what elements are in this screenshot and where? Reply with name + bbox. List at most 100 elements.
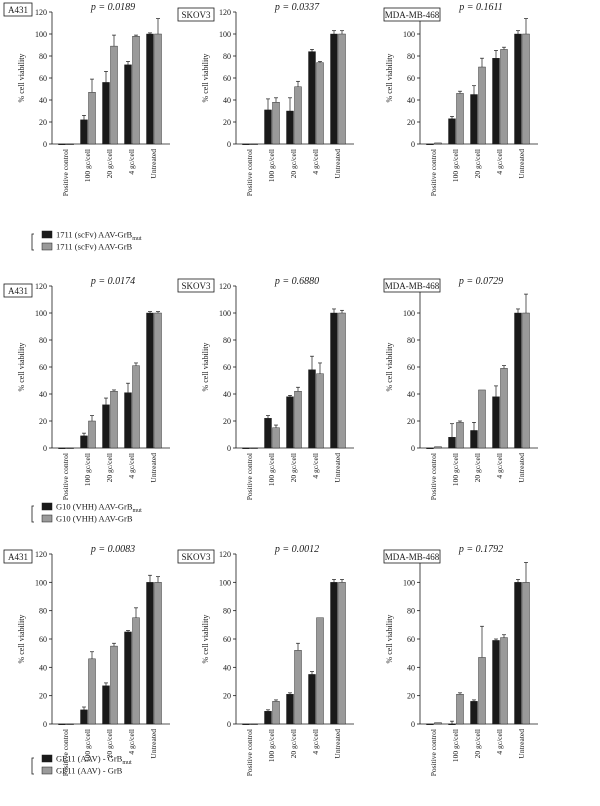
cell-line-box — [383, 7, 441, 22]
x-category-label: Untreated — [333, 453, 342, 483]
bar — [110, 391, 118, 449]
legend-swatch — [41, 502, 53, 511]
p-value: p = 0.0337 — [274, 2, 320, 13]
chart-panel-8: 0 20 40 60 80 100 120 % cell viability p = 0.001… — [177, 544, 354, 776]
y-tick-label: 120 — [35, 8, 47, 17]
bar — [434, 142, 442, 145]
x-category-label: 20 gc/cell — [289, 453, 298, 482]
y-tick-label: 60 — [39, 363, 47, 372]
bar — [330, 312, 338, 449]
y-axis-label: % cell viability — [17, 343, 26, 392]
bar — [110, 45, 118, 145]
y-axis-label: % cell viability — [385, 343, 394, 392]
chart-panel-1: 0 20 40 60 80 100 120 % cell viability p = 0.018… — [3, 2, 170, 196]
y-tick-label: 100 — [219, 30, 231, 39]
bar — [500, 368, 508, 449]
bar — [250, 447, 258, 450]
bar — [492, 58, 500, 145]
legend-swatch — [41, 514, 53, 523]
y-tick-label: 80 — [39, 607, 47, 616]
cell-line-tag: A431 — [3, 549, 33, 564]
bar — [338, 582, 346, 725]
bar — [132, 365, 140, 449]
y-tick-label: 100 — [219, 578, 231, 587]
y-tick-label: 60 — [223, 74, 231, 83]
bar — [242, 447, 250, 450]
y-tick-label: 60 — [39, 74, 47, 83]
y-tick-label: 40 — [407, 96, 415, 105]
legend-subscript: mut — [122, 760, 132, 766]
bar — [88, 92, 96, 145]
bar — [330, 33, 338, 145]
bar — [272, 701, 280, 725]
bar — [264, 711, 272, 725]
x-category-label: Positive control — [429, 453, 438, 500]
x-category-label: 4 gc/cell — [127, 453, 136, 479]
y-tick-label: 40 — [407, 663, 415, 672]
y-tick-label: 0 — [227, 720, 231, 729]
x-category-label: Positive control — [429, 149, 438, 196]
bar — [102, 685, 110, 725]
bar — [338, 312, 346, 449]
bar — [478, 66, 486, 145]
y-tick-label: 20 — [407, 417, 415, 426]
x-category-label: 100 gc/cell — [451, 453, 460, 486]
cell-line-box — [177, 7, 215, 22]
bar — [522, 33, 530, 145]
bar — [294, 391, 302, 449]
x-category-label: 20 gc/cell — [473, 149, 482, 178]
bar — [514, 582, 522, 725]
x-category-label: 4 gc/cell — [127, 149, 136, 175]
y-tick-label: 60 — [223, 363, 231, 372]
legend-bracket — [31, 505, 34, 523]
bar — [88, 658, 96, 725]
bar — [316, 617, 324, 725]
legend-bracket — [31, 233, 34, 251]
y-tick-label: 0 — [411, 140, 415, 149]
y-tick-label: 80 — [407, 336, 415, 345]
bar — [514, 312, 522, 449]
y-tick-label: 100 — [219, 309, 231, 318]
cell-line-box — [383, 549, 441, 564]
y-tick-label: 60 — [407, 74, 415, 83]
bar — [294, 86, 302, 145]
bar — [514, 33, 522, 145]
y-tick-label: 80 — [223, 336, 231, 345]
y-tick-label: 40 — [223, 390, 231, 399]
bar — [470, 94, 478, 145]
bar — [308, 369, 316, 449]
bar — [448, 723, 456, 726]
y-tick-label: 20 — [39, 692, 47, 701]
cell-line-name: SKOV3 — [181, 552, 211, 562]
bar — [272, 427, 280, 449]
x-category-label: Untreated — [149, 149, 158, 179]
bar — [242, 723, 250, 726]
bar — [456, 93, 464, 145]
bar — [102, 404, 110, 449]
chart-panel-4: 0 20 40 60 80 100 120 % cell viability p = 0.017… — [3, 276, 170, 500]
y-tick-label: 100 — [403, 309, 415, 318]
x-category-label: 4 gc/cell — [311, 149, 320, 175]
x-category-label: 100 gc/cell — [267, 149, 276, 182]
bar — [58, 723, 66, 726]
legend-subscript: mut — [133, 508, 143, 514]
legend-subscript: mut — [132, 236, 142, 242]
legend-label: G10 (VHH) AAV-GrBmut — [56, 502, 142, 515]
y-tick-label: 80 — [223, 607, 231, 616]
chart-panel-7: 0 20 40 60 80 100 120 % cell viability p = 0.008… — [3, 544, 170, 776]
bar — [132, 36, 140, 145]
bar — [66, 723, 74, 726]
x-category-label: 20 gc/cell — [473, 729, 482, 758]
bar — [250, 143, 258, 146]
y-tick-label: 60 — [39, 635, 47, 644]
legend-label: 1711 (scFv) AAV-GrB — [56, 242, 133, 252]
y-tick-label: 60 — [407, 363, 415, 372]
y-tick-label: 20 — [407, 118, 415, 127]
bar — [522, 582, 530, 725]
legend-swatch — [41, 230, 53, 239]
y-tick-label: 20 — [39, 118, 47, 127]
